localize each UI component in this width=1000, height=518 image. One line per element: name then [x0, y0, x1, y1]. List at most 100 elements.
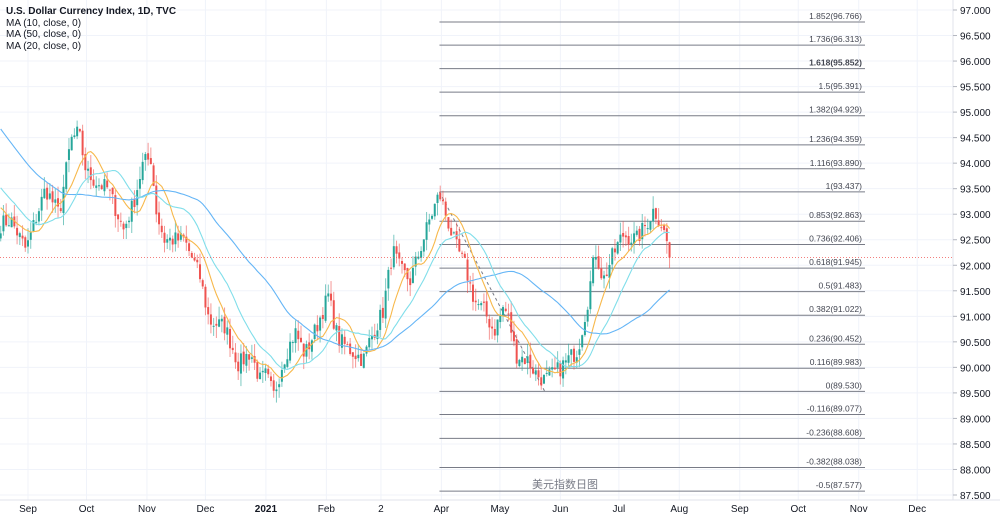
candle-body — [43, 188, 46, 199]
candle-body — [138, 179, 141, 189]
candle-body — [450, 227, 453, 236]
candle-body — [441, 199, 444, 202]
time-tick-label: Jun — [552, 504, 568, 515]
candle-body — [340, 334, 343, 348]
candle-body — [215, 323, 218, 326]
candle-body — [431, 215, 434, 219]
candle-body — [242, 351, 245, 365]
candle-body — [633, 233, 636, 245]
price-tick-label: 88.500 — [960, 440, 991, 451]
fib-level-label: 0.116(89.983) — [810, 357, 862, 367]
candle-body — [403, 263, 406, 271]
candle-body — [16, 227, 19, 236]
fib-level-label: 0.236(90.452) — [809, 333, 862, 343]
time-tick-label: 2 — [378, 504, 384, 515]
price-tick-label: 89.500 — [960, 389, 991, 400]
price-tick-label: 94.000 — [960, 159, 991, 170]
price-axis[interactable]: 87.500 88.000 88.500 89.000 89.500 90.000 90.5… — [952, 0, 991, 502]
candle-body — [103, 179, 106, 192]
candle-body — [250, 357, 253, 359]
candle-body — [275, 389, 278, 392]
price-tick-label: 92.000 — [960, 261, 991, 272]
price-tick-label: 96.500 — [960, 32, 991, 43]
candle-body — [638, 228, 641, 242]
candle-body — [643, 224, 646, 227]
candle-body — [313, 324, 316, 340]
chart-legend: U.S. Dollar Currency Index, 1D, TVC MA (… — [6, 6, 176, 52]
candle-body — [7, 225, 10, 227]
candle-body — [108, 189, 111, 191]
time-axis[interactable]: Sep Oct Nov Dec 2021 Feb 2 Apr May Jun Jul Aug Sep Oc… — [0, 499, 1000, 515]
candle-body — [144, 154, 147, 160]
legend-ma10[interactable]: MA (10, close, 0) — [6, 17, 82, 29]
candle-body — [526, 356, 529, 364]
candle-body — [84, 154, 87, 171]
candle-body — [29, 232, 32, 240]
candle-body — [482, 301, 485, 303]
candle-body — [485, 301, 488, 317]
legend-ma20[interactable]: MA (20, close, 0) — [6, 40, 82, 52]
candle-body — [100, 185, 103, 190]
candle-body — [573, 348, 575, 362]
candle-body — [264, 368, 267, 373]
candle-body — [545, 372, 548, 374]
legend-ma50[interactable]: MA (50, close, 0) — [6, 29, 82, 40]
candle-body — [185, 236, 188, 243]
candle-body — [646, 228, 649, 230]
candle-body — [51, 191, 54, 203]
candle-body — [239, 353, 242, 374]
candle-body — [570, 349, 573, 355]
candle-body — [27, 240, 29, 247]
fib-level-label: 0.382(91.022) — [809, 304, 862, 314]
candle-body — [398, 252, 401, 259]
candle-body — [35, 221, 38, 223]
candle-body — [171, 238, 174, 245]
time-tick-label: Dec — [908, 504, 926, 515]
candle-body — [463, 253, 466, 258]
candle-body — [343, 336, 346, 344]
candle-body — [414, 256, 417, 267]
candle-body — [649, 221, 652, 230]
candle-body — [597, 256, 600, 269]
candle-body — [125, 223, 128, 229]
candle-body — [471, 284, 474, 302]
candle-body — [452, 232, 455, 234]
fib-level-label: 1.736(96.313) — [809, 34, 862, 44]
candle-body — [447, 217, 450, 229]
candle-body — [387, 269, 390, 289]
candle-body — [133, 198, 136, 208]
candle-body — [294, 328, 297, 344]
candle-body — [581, 335, 584, 348]
candle-body — [384, 290, 387, 319]
candle-body — [310, 340, 313, 352]
time-tick-label: Nov — [138, 504, 156, 515]
candle-body — [422, 239, 425, 252]
candle-body — [46, 187, 49, 200]
candle-body — [592, 257, 595, 284]
price-tick-label: 90.000 — [960, 363, 991, 374]
candle-body — [425, 222, 428, 240]
candle-body — [24, 237, 27, 248]
candle-body — [499, 314, 502, 323]
candle-body — [177, 233, 180, 241]
candle-body — [652, 208, 655, 222]
candle-body — [564, 360, 567, 363]
candle-body — [381, 307, 384, 318]
candle-body — [166, 239, 169, 243]
candle-body — [218, 319, 221, 327]
candle-body — [360, 353, 363, 366]
candle-body — [379, 309, 382, 330]
candle-body — [589, 281, 592, 310]
candle-body — [491, 326, 494, 329]
candle-body — [392, 246, 395, 268]
candle-body — [226, 327, 229, 335]
fib-level-label: 1.852(96.766) — [809, 11, 862, 21]
candle-body — [346, 344, 349, 346]
candle-body — [665, 228, 668, 242]
candle-body — [253, 356, 256, 363]
fibonacci-retracement[interactable]: 1.852(96.766) 1.736(96.313) 1.618(95.852) 1… — [439, 11, 865, 492]
candle-body — [95, 185, 98, 188]
candle-body — [603, 275, 606, 279]
candle-body — [553, 367, 556, 370]
